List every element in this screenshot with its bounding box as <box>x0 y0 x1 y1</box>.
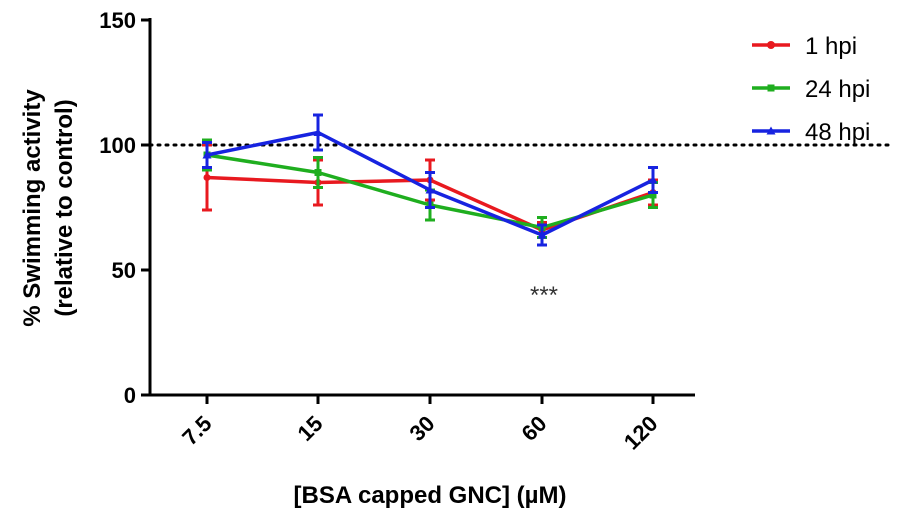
data-point <box>537 230 547 239</box>
y-axis-title: % Swimming activity (relative to control… <box>19 89 78 327</box>
legend-label: 1 hpi <box>805 33 857 60</box>
data-point <box>648 175 658 184</box>
legend: 1 hpi 24 hpi 48 hpi <box>752 33 870 146</box>
plot-area <box>202 113 658 247</box>
significance-annotation: *** <box>530 282 558 309</box>
data-point <box>314 169 322 176</box>
data-point <box>649 191 657 199</box>
axes: 0 50 100 150 7.5 15 30 60 120 <box>99 8 695 454</box>
legend-marker <box>767 41 775 49</box>
series-48-hpi <box>202 113 658 247</box>
x-tick-label: 30 <box>405 411 440 446</box>
x-tick-label: 7.5 <box>177 411 216 450</box>
legend-item-1-hpi: 1 hpi <box>752 33 857 60</box>
legend-item-48-hpi: 48 hpi <box>752 119 870 146</box>
y-tick-label: 100 <box>99 133 136 158</box>
data-point <box>425 185 435 194</box>
y-axis-title-line2: (relative to control) <box>51 99 78 316</box>
legend-marker <box>767 84 775 92</box>
legend-label: 24 hpi <box>805 76 870 103</box>
y-tick-label: 150 <box>99 8 136 33</box>
y-tick-label: 0 <box>124 383 136 408</box>
x-tick-label: 120 <box>619 411 663 455</box>
x-tick-label: 15 <box>293 411 328 446</box>
legend-label: 48 hpi <box>805 119 870 146</box>
y-tick-label: 50 <box>112 258 136 283</box>
legend-marker <box>766 126 776 135</box>
x-tick-label: 60 <box>517 411 552 446</box>
data-point <box>202 150 212 159</box>
y-axis-title-line1: % Swimming activity <box>19 89 46 327</box>
x-axis-title: [BSA capped GNC] (µM) <box>294 482 567 509</box>
data-point <box>203 174 211 181</box>
legend-item-24-hpi: 24 hpi <box>752 76 870 103</box>
data-point <box>313 128 323 136</box>
